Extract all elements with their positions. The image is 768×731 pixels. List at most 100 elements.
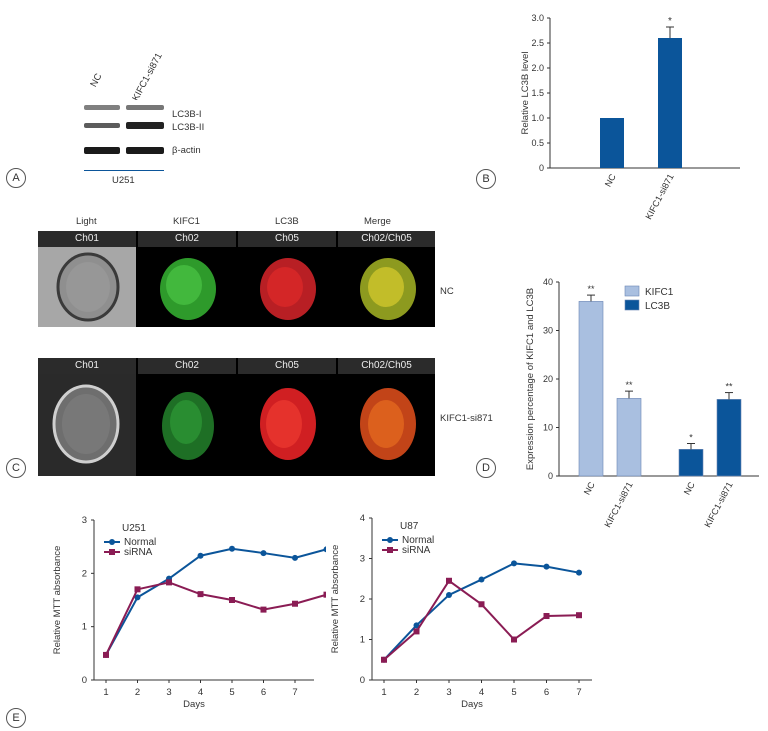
- series-line-normal: [105, 547, 326, 656]
- data-point: [478, 601, 485, 608]
- data-point: [446, 591, 452, 598]
- chart-b: 0 0.5 1.0 1.5 2.0 2.5 3.0 Relative LC3B level NC…: [520, 13, 740, 221]
- data-point: [381, 656, 387, 663]
- data-point: [576, 569, 582, 576]
- y-axis-label: Relative LC3B level: [520, 52, 531, 135]
- y-tick-label: 30: [543, 326, 553, 336]
- chart-title: U251: [122, 523, 146, 534]
- x-tick-label: 3: [166, 687, 171, 698]
- x-tick-label: KIFC1-si871: [643, 172, 675, 221]
- bar: [600, 118, 624, 168]
- bar: [658, 38, 682, 168]
- merge-image-nc: [338, 247, 435, 327]
- y-axis-label: Expression percentage of KIFC1 and LC3B: [525, 288, 536, 470]
- bar: [616, 398, 642, 477]
- col-title-lc3b: LC3B: [275, 216, 299, 227]
- data-point: [260, 550, 267, 557]
- band-label-lc3b-ii: LC3B-II: [172, 122, 205, 133]
- x-tick-label: 2: [135, 687, 140, 698]
- y-tick-label: 0: [548, 471, 553, 481]
- x-tick-label: 6: [544, 687, 549, 698]
- y-tick-label: 1: [360, 635, 365, 646]
- x-tick-label: 7: [292, 687, 297, 698]
- channel-header: Ch02: [138, 358, 236, 374]
- x-tick-label: KIFC1-si871: [702, 480, 734, 529]
- legend-swatch: [624, 299, 640, 311]
- legend-marker: [387, 537, 393, 543]
- kifc1-image-nc: [138, 247, 236, 327]
- x-tick-label: 5: [511, 687, 516, 698]
- x-tick-label: 4: [479, 687, 484, 698]
- y-tick-label: 20: [543, 374, 553, 384]
- x-tick-label: 4: [198, 687, 203, 698]
- kifc1-image-si: [138, 374, 236, 476]
- data-point: [229, 545, 235, 552]
- lane-label-kifc1-si871: KIFC1-si871: [130, 51, 165, 103]
- legend-label: KIFC1: [645, 287, 674, 298]
- data-point: [323, 591, 326, 598]
- x-axis-label: Days: [461, 699, 483, 710]
- y-tick-label: 3: [360, 554, 365, 565]
- legend-swatch: [624, 285, 640, 297]
- merge-image-si: [338, 374, 435, 476]
- band-lc3b-ii-nc: [84, 123, 120, 128]
- band-lc3b-ii-si: [126, 122, 164, 129]
- blot-image: [80, 100, 170, 164]
- y-tick-label: 4: [360, 513, 365, 524]
- panel-letter-d: D: [476, 458, 496, 478]
- light-image-si: [38, 374, 136, 476]
- bar: [678, 449, 704, 477]
- data-point: [413, 628, 420, 635]
- data-point: [134, 586, 141, 593]
- x-tick-label: NC: [603, 172, 618, 189]
- row-label-kifc1-si871: KIFC1-si871: [440, 413, 493, 424]
- imaging-row-nc: Ch01 Ch02 Ch05 Ch02/Ch05: [38, 231, 435, 327]
- y-tick-label: 3: [82, 515, 87, 526]
- y-tick-label: 2.5: [531, 38, 544, 48]
- legend-label: Normal: [402, 535, 434, 546]
- significance-marker: **: [625, 380, 633, 390]
- x-tick-label: NC: [682, 480, 697, 497]
- data-point: [292, 600, 298, 607]
- x-tick-label: 1: [381, 687, 386, 698]
- panel-letter-b: B: [476, 169, 496, 189]
- legend-marker: [387, 547, 393, 553]
- x-tick-label: 2: [414, 687, 419, 698]
- data-point: [478, 576, 485, 583]
- data-point: [197, 591, 204, 598]
- x-tick-label: 3: [446, 687, 451, 698]
- data-point: [134, 594, 141, 601]
- bar: [578, 301, 604, 477]
- significance-marker: *: [668, 16, 672, 27]
- cell-line-underline: [84, 170, 164, 171]
- data-point: [229, 597, 235, 603]
- band-actin-nc: [84, 147, 120, 154]
- lc3b-image-nc: [238, 247, 336, 327]
- band-label-beta-actin: β-actin: [172, 145, 201, 156]
- data-point: [103, 651, 109, 658]
- data-point: [260, 606, 267, 613]
- data-point: [511, 560, 517, 567]
- col-title-light: Light: [76, 216, 97, 227]
- y-tick-label: 2: [82, 568, 87, 579]
- legend-label: siRNA: [124, 547, 153, 558]
- y-tick-label: 0: [82, 675, 87, 686]
- legend-label: siRNA: [402, 545, 431, 556]
- data-point: [576, 612, 582, 619]
- x-tick-label: KIFC1-si871: [602, 480, 634, 529]
- x-tick-label: 5: [229, 687, 234, 698]
- band-lc3b-i-si: [126, 105, 164, 110]
- y-tick-label: 0: [539, 163, 544, 173]
- data-point: [323, 546, 326, 553]
- y-tick-label: 1: [82, 622, 87, 633]
- x-tick-label: 6: [261, 687, 266, 698]
- channel-header: Ch02/Ch05: [338, 358, 435, 374]
- channel-header: Ch02: [138, 231, 236, 247]
- significance-marker: *: [689, 433, 693, 443]
- channel-header: Ch02/Ch05: [338, 231, 435, 247]
- x-tick-label: NC: [582, 480, 597, 497]
- series-line-sirna: [383, 579, 580, 661]
- y-axis-label: Relative MTT absorbance: [330, 545, 341, 654]
- y-tick-label: 0: [360, 675, 365, 686]
- chart-d: 0 10 20 30 40 Expression percentage of KIFC1 …: [525, 277, 759, 529]
